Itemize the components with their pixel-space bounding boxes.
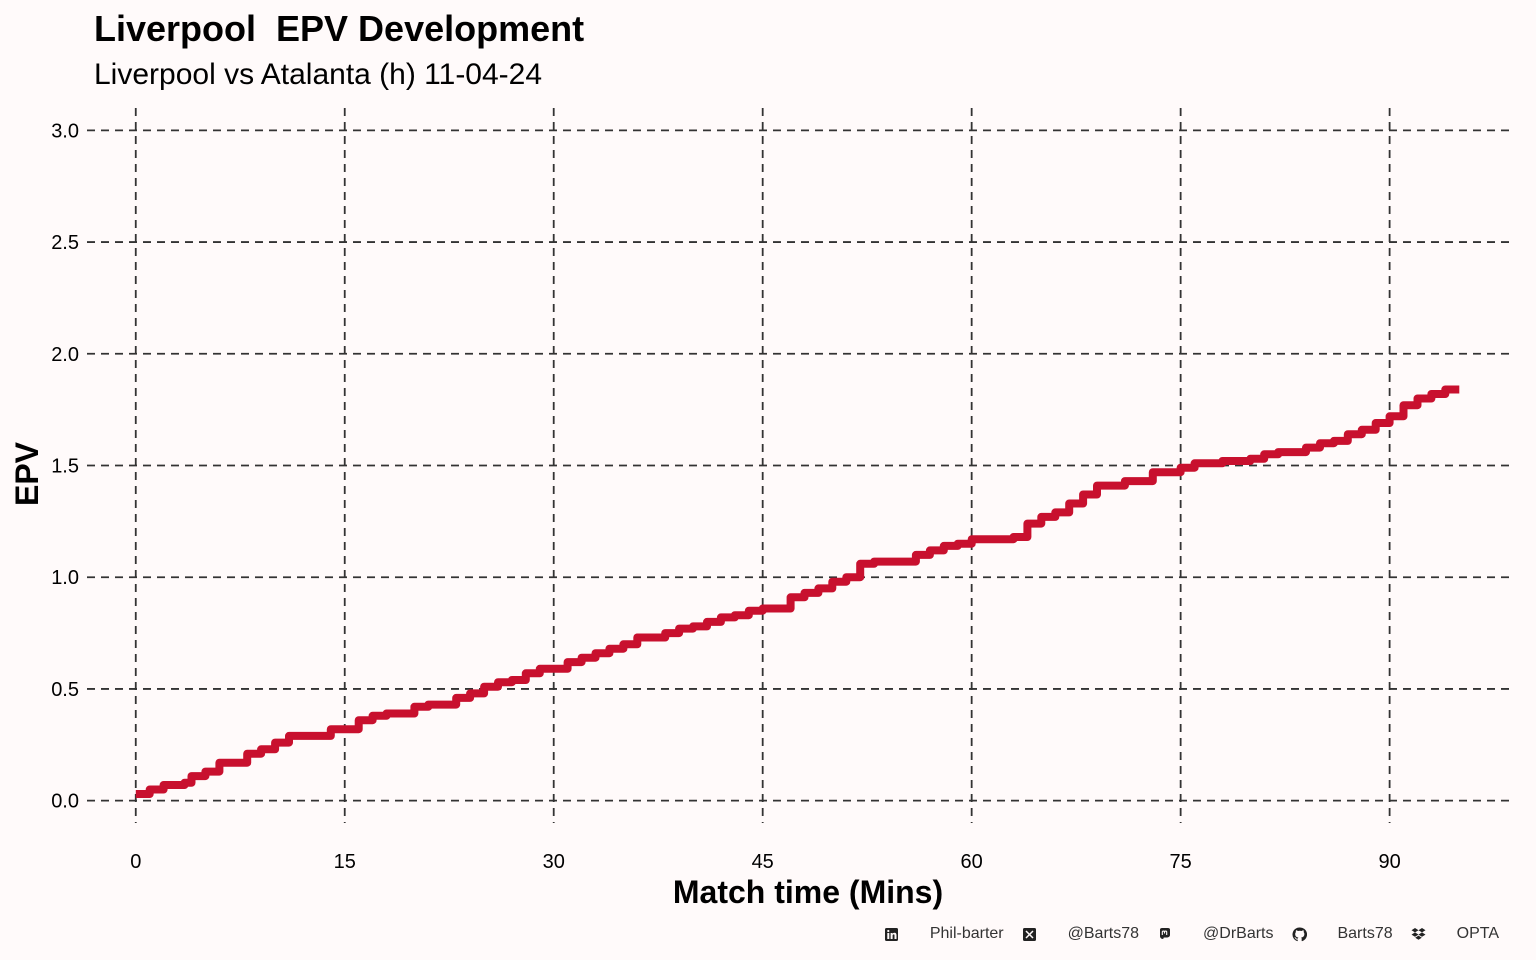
y-tick-label: 1.5: [51, 456, 79, 478]
y-tick-label: 2.0: [51, 344, 79, 366]
y-tick-label: 1.0: [51, 567, 79, 589]
data-source: OPTA: [1456, 925, 1499, 942]
series-line-liverpool: [135, 385, 1460, 798]
x-handle: @Barts78: [1067, 925, 1140, 942]
linkedin-handle: Phil-barter: [929, 925, 1004, 942]
x-axis-title: Match time (Mins): [673, 874, 943, 910]
github-handle: Barts78: [1337, 925, 1393, 942]
x-tick-label: 0: [130, 851, 141, 873]
github-credit[interactable]: Barts78: [1291, 925, 1393, 943]
mastodon-handle: @DrBarts: [1203, 925, 1274, 942]
dropbox-icon: [1411, 926, 1427, 942]
github-icon: [1291, 926, 1307, 942]
y-tick-label: 0.0: [51, 791, 79, 813]
grid-layer: [87, 108, 1515, 823]
x-twitter-icon: [1022, 926, 1038, 942]
y-tick-label: 0.5: [51, 679, 79, 701]
footer-credits: Phil-barter @Barts78 @DrBarts Barts78 OP…: [866, 925, 1499, 943]
x-tick-label: 45: [752, 851, 774, 873]
x-tick-label: 60: [961, 851, 983, 873]
chart-subtitle: Liverpool vs Atalanta (h) 11-04-24: [94, 58, 543, 91]
y-tick-label: 3.0: [51, 120, 79, 142]
linkedin-icon: [884, 926, 900, 942]
tick-layer: 0.0 0.5 1.0 1.5 2.0 2.5 3.0 0 15 30 45 60 75 90: [51, 120, 1401, 873]
mastodon-icon: [1157, 926, 1173, 942]
x-tick-label: 15: [334, 851, 356, 873]
y-tick-label: 2.5: [51, 232, 79, 254]
x-credit[interactable]: @Barts78: [1022, 925, 1139, 943]
data-source-credit: OPTA: [1411, 925, 1499, 943]
x-tick-label: 75: [1170, 851, 1192, 873]
x-tick-label: 90: [1378, 851, 1400, 873]
linkedin-credit[interactable]: Phil-barter: [884, 925, 1004, 943]
x-tick-label: 30: [543, 851, 565, 873]
mastodon-credit[interactable]: @DrBarts: [1157, 925, 1273, 943]
chart-title: Liverpool EPV Development: [94, 8, 585, 49]
series-layer: [135, 385, 1460, 798]
y-axis-title: EPV: [9, 441, 45, 506]
